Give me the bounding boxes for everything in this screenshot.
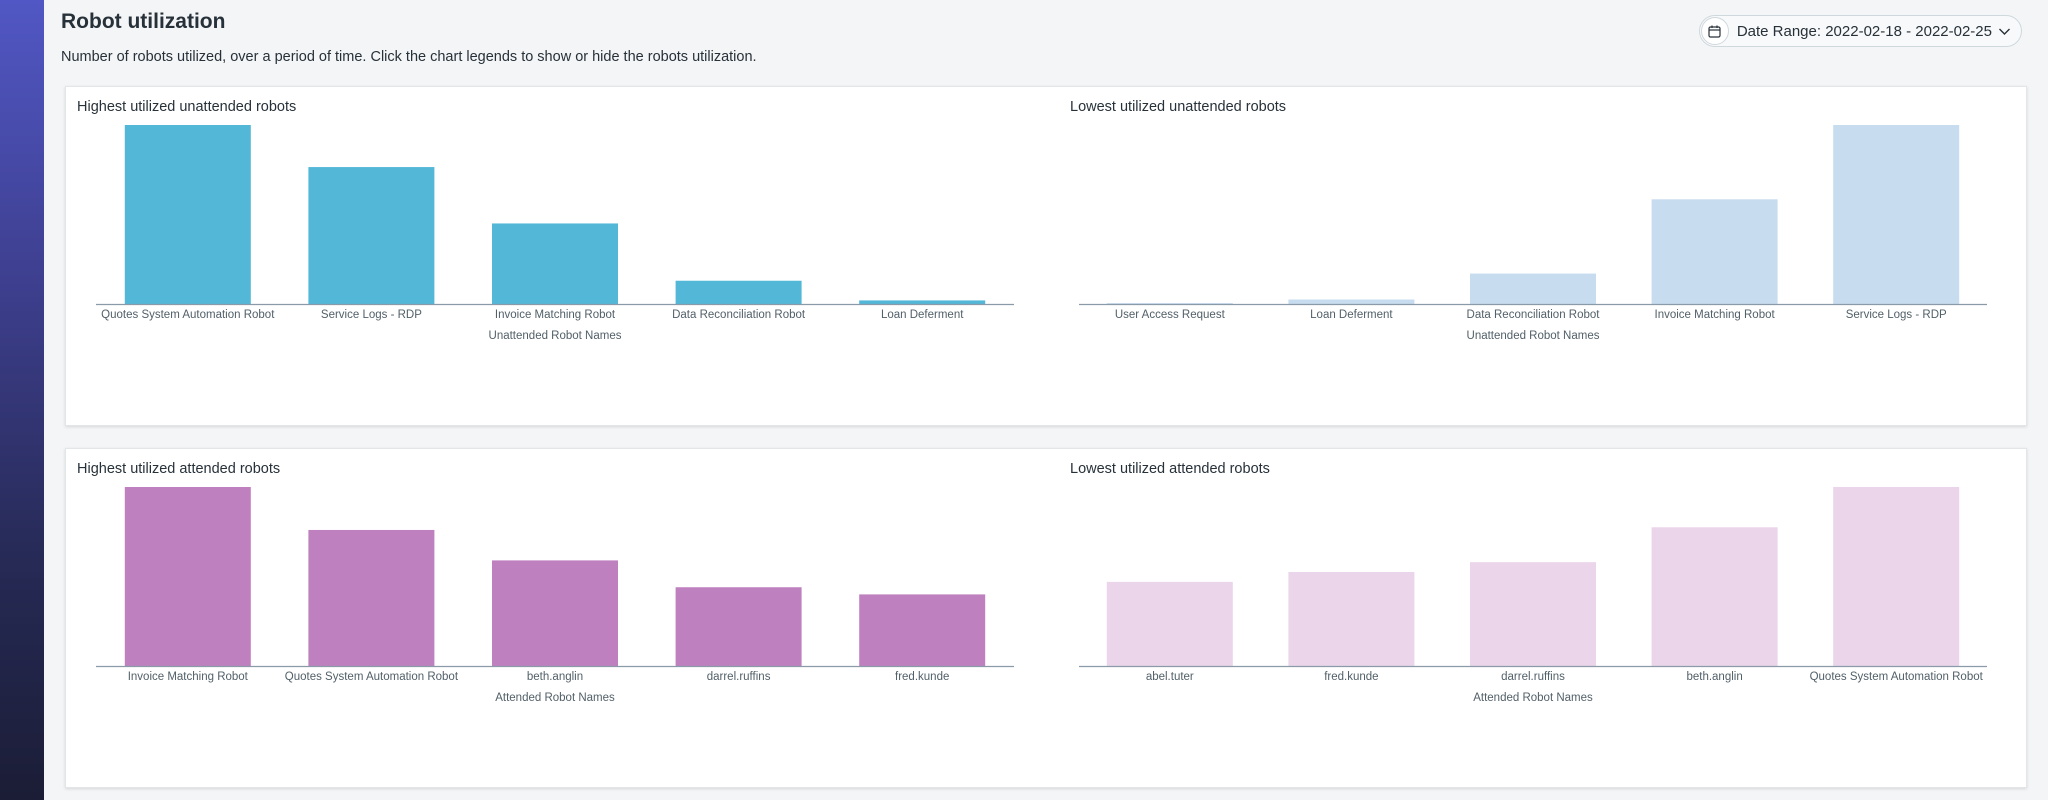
bar-fred-kunde[interactable] <box>1288 572 1415 666</box>
x-tick-label: abel.tuter <box>1146 671 1194 683</box>
bar-darrel-ruffins[interactable] <box>1470 562 1596 666</box>
x-tick-label: Invoice Matching Robot <box>128 671 249 683</box>
date-range-picker[interactable]: Date Range: 2022-02-18 - 2022-02-25 <box>1698 15 2022 47</box>
chart-title: Lowest utilized attended robots <box>1070 461 1270 477</box>
chart-title: Lowest utilized unattended robots <box>1070 99 1287 115</box>
highest-unattended-chart: Quotes System Automation Robot Service Lo… <box>96 125 1014 342</box>
x-tick-label: beth.anglin <box>1686 671 1742 683</box>
bar-invoice-matching-robot[interactable] <box>124 487 251 666</box>
x-tick-label: Invoice Matching Robot <box>495 309 616 321</box>
bar-data-reconciliation-robot[interactable] <box>675 280 802 304</box>
chevron-down-icon <box>1998 27 2011 36</box>
highest-unattended-panel: Highest utilized unattended robots Quote… <box>66 87 1056 425</box>
x-tick-label: Service Logs - RDP <box>321 309 422 321</box>
bar-beth-anglin[interactable] <box>492 560 618 666</box>
x-tick-label: fred.kunde <box>895 671 949 683</box>
attended-robots-card: Highest utilized attended robots Invoice… <box>65 448 2027 788</box>
unattended-robots-card: Highest utilized unattended robots Quote… <box>65 86 2027 426</box>
chart-title: Highest utilized attended robots <box>77 461 281 477</box>
left-nav-rail <box>0 0 44 800</box>
bar-loan-deferment[interactable] <box>859 300 986 304</box>
bar-invoice-matching-robot[interactable] <box>1651 199 1778 304</box>
x-tick-label: Loan Deferment <box>881 309 964 321</box>
bar-service-logs-rdp[interactable] <box>1833 125 1960 304</box>
x-tick-label: Invoice Matching Robot <box>1655 309 1776 321</box>
date-range-label: Date Range: 2022-02-18 - 2022-02-25 <box>1736 22 1992 40</box>
calendar-icon <box>1700 17 1729 45</box>
x-axis-title: Unattended Robot Names <box>1467 330 1600 342</box>
x-tick-label: darrel.ruffins <box>707 671 771 683</box>
bar-darrel-ruffins[interactable] <box>675 587 802 666</box>
x-tick-label: Data Reconciliation Robot <box>672 309 806 321</box>
x-axis-title: Attended Robot Names <box>495 692 615 704</box>
bar-abel-tuter[interactable] <box>1106 581 1233 666</box>
highest-attended-panel: Highest utilized attended robots Invoice… <box>66 449 1056 787</box>
bar-quotes-system-automation-robot[interactable] <box>124 125 251 304</box>
bar-fred-kunde[interactable] <box>859 594 986 666</box>
bar-user-access-request[interactable] <box>1106 303 1233 304</box>
x-axis-title: Attended Robot Names <box>1473 692 1593 704</box>
highest-attended-chart: Invoice Matching Robot Quotes System Auto… <box>96 487 1014 704</box>
x-tick-label: darrel.ruffins <box>1501 671 1565 683</box>
page-title: Robot utilization <box>61 10 226 33</box>
bar-invoice-matching-robot[interactable] <box>492 223 618 304</box>
bar-data-reconciliation-robot[interactable] <box>1470 273 1596 304</box>
chart-title: Highest utilized unattended robots <box>77 99 297 115</box>
lowest-unattended-chart: User Access Request Loan Deferment Data Re… <box>1079 125 1987 342</box>
x-tick-label: beth.anglin <box>527 671 583 683</box>
x-tick-label: User Access Request <box>1115 309 1226 321</box>
bar-quotes-system-automation-robot[interactable] <box>308 529 435 666</box>
bar-beth-anglin[interactable] <box>1651 527 1778 666</box>
page-subtitle: Number of robots utilized, over a period… <box>61 49 757 65</box>
bar-loan-deferment[interactable] <box>1288 299 1415 304</box>
lowest-unattended-panel: Lowest utilized unattended robots User A… <box>1059 87 2028 425</box>
x-axis-title: Unattended Robot Names <box>489 330 622 342</box>
x-tick-label: Service Logs - RDP <box>1846 309 1947 321</box>
x-tick-label: Quotes System Automation Robot <box>101 309 275 321</box>
x-tick-label: fred.kunde <box>1324 671 1378 683</box>
main-content: Robot utilization Number of robots utili… <box>44 0 2048 800</box>
bar-service-logs-rdp[interactable] <box>308 167 435 304</box>
x-tick-label: Loan Deferment <box>1310 309 1393 321</box>
x-tick-label: Quotes System Automation Robot <box>1810 671 1984 683</box>
x-tick-label: Quotes System Automation Robot <box>285 671 459 683</box>
x-tick-label: Data Reconciliation Robot <box>1467 309 1601 321</box>
bar-quotes-system-automation-robot[interactable] <box>1833 487 1960 666</box>
lowest-attended-chart: abel.tuter fred.kunde darrel.ruffins beth.a… <box>1079 487 1987 704</box>
lowest-attended-panel: Lowest utilized attended robots abel.tut… <box>1059 449 2028 787</box>
